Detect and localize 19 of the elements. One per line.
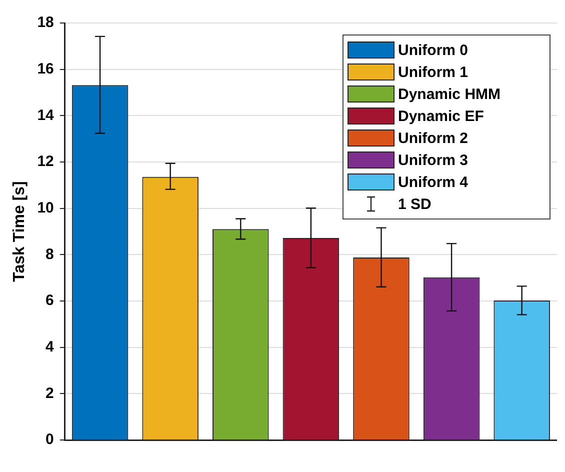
y-tick-label: 6 <box>46 292 54 310</box>
y-tick-label: 14 <box>37 106 55 124</box>
y-tick-label: 4 <box>46 338 55 356</box>
legend-label: Uniform 1 <box>398 64 468 82</box>
legend-label: Uniform 4 <box>398 174 469 192</box>
y-tick-label: 18 <box>37 14 54 32</box>
y-tick-label: 2 <box>46 384 54 402</box>
annotation: 1 SD <box>398 196 432 214</box>
y-tick-label: 0 <box>46 431 54 448</box>
y-tick-label: 12 <box>37 153 54 170</box>
y-tick-label: 10 <box>37 199 54 216</box>
y-axis-title: Task Time [s] <box>11 181 28 282</box>
legend-label: Dynamic EF <box>398 108 484 126</box>
y-tick-label: 16 <box>37 60 54 78</box>
legend-label: Uniform 0 <box>398 42 468 60</box>
legend-label: Dynamic HMM <box>398 86 501 104</box>
y-tick-label: 8 <box>46 246 54 263</box>
legend-label: Uniform 2 <box>398 130 468 148</box>
legend-label: Uniform 3 <box>398 152 468 170</box>
